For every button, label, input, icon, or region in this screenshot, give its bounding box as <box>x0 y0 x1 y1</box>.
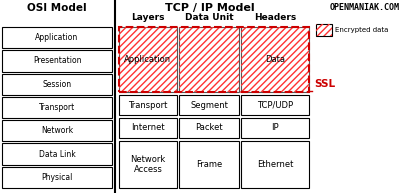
Bar <box>119 141 177 188</box>
Text: Presentation: Presentation <box>33 56 81 65</box>
Text: Application: Application <box>124 55 172 64</box>
Bar <box>179 95 239 115</box>
Text: IP: IP <box>271 124 279 133</box>
Bar <box>119 95 177 115</box>
Bar <box>241 141 309 188</box>
Text: OSI Model: OSI Model <box>27 3 87 13</box>
Text: Physical: Physical <box>41 173 73 182</box>
Bar <box>2 50 112 72</box>
Bar <box>179 27 239 92</box>
Text: Network
Access: Network Access <box>130 155 166 174</box>
Text: Layers: Layers <box>131 14 165 23</box>
Bar <box>2 120 112 141</box>
Bar <box>119 118 177 138</box>
Bar <box>2 74 112 95</box>
Text: Network: Network <box>41 126 73 135</box>
Bar <box>2 27 112 48</box>
Text: TCP / IP Model: TCP / IP Model <box>165 3 255 13</box>
Text: Frame: Frame <box>196 160 222 169</box>
Bar <box>179 27 239 92</box>
Bar <box>2 97 112 118</box>
Text: Transport: Transport <box>39 103 75 112</box>
Bar <box>119 27 309 92</box>
Text: Packet: Packet <box>195 124 223 133</box>
Text: Segment: Segment <box>190 101 228 109</box>
Text: Session: Session <box>42 80 72 89</box>
Text: Data Link: Data Link <box>39 150 76 159</box>
Text: Internet: Internet <box>131 124 165 133</box>
Bar <box>241 27 309 92</box>
Text: Transport: Transport <box>128 101 168 109</box>
Bar <box>241 27 309 92</box>
Bar <box>179 118 239 138</box>
Bar <box>2 167 112 188</box>
Text: OPENMANIAK.COM: OPENMANIAK.COM <box>330 3 400 13</box>
Bar <box>119 27 177 92</box>
Text: TCP/UDP: TCP/UDP <box>257 101 293 109</box>
Bar <box>119 27 177 92</box>
Bar <box>179 141 239 188</box>
Text: Application: Application <box>36 33 79 42</box>
Bar <box>316 24 332 36</box>
Text: Ethernet: Ethernet <box>257 160 293 169</box>
Bar <box>241 95 309 115</box>
Text: Data: Data <box>265 55 285 64</box>
Bar <box>316 24 332 36</box>
Bar <box>241 118 309 138</box>
Text: SSL: SSL <box>314 79 335 89</box>
Bar <box>2 143 112 165</box>
Text: Headers: Headers <box>254 14 296 23</box>
Text: Encrypted data: Encrypted data <box>335 27 388 33</box>
Text: Data Unit: Data Unit <box>185 14 234 23</box>
